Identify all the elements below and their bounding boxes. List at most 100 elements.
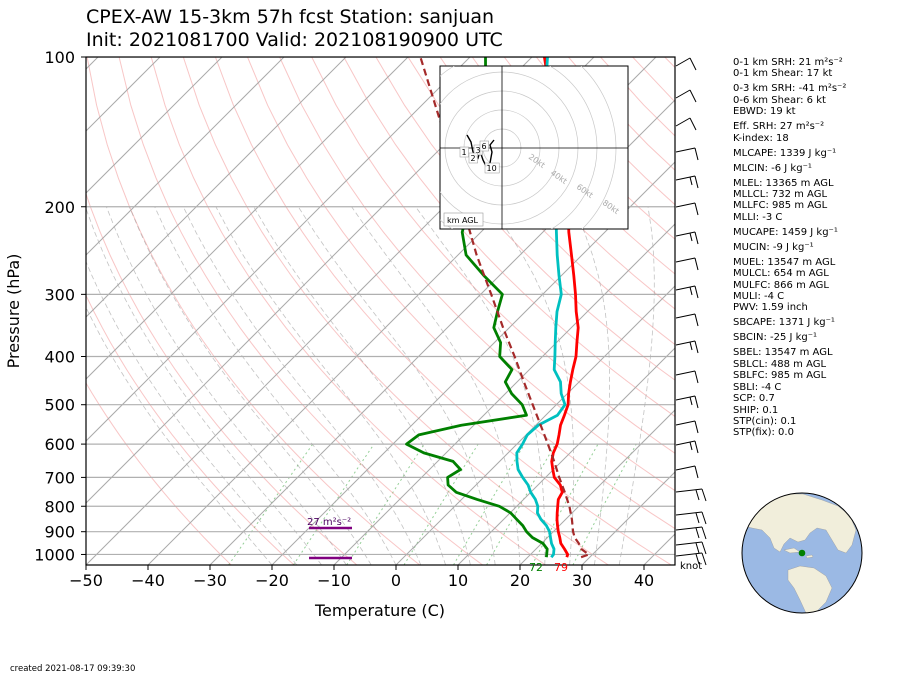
sounding-parameters-panel: 0-1 km SRH: 21 m²s⁻² 0-1 km Shear: 17 kt 0… — [733, 57, 903, 439]
moist-adiabat — [572, 206, 610, 565]
moist-adiabat — [106, 206, 347, 565]
dry-adiabat — [439, 57, 675, 310]
parameter-row: 0-3 km SRH: -41 m²s⁻² — [733, 83, 847, 95]
parameter-row: EBWD: 19 kt — [733, 106, 796, 118]
dry-adiabat — [86, 294, 295, 565]
dry-adiabat — [279, 57, 675, 492]
wind-barb — [675, 420, 699, 434]
mixing-ratio-line — [346, 443, 425, 565]
knot-label: knot — [680, 561, 702, 572]
parameter-row: 0-1 km SRH: 21 m²s⁻² — [733, 57, 843, 68]
isotherm — [86, 57, 347, 318]
mixing-ratio-line — [292, 443, 375, 565]
profile-line-2 — [405, 57, 549, 558]
axes: −50 −40 −30 −20 −10 0 10 20 30 40 100 200 300 400 500 6… — [34, 48, 654, 590]
station-marker — [798, 549, 806, 557]
parameter-row: MLLCL: 732 m AGL — [733, 189, 828, 201]
x-tick-label: −10 — [317, 571, 351, 590]
mixing-ratio-line — [403, 443, 479, 565]
isotherm — [86, 57, 409, 380]
y-tick-label: 1000 — [34, 545, 75, 564]
dry-adiabat — [86, 192, 358, 565]
parameter-row: SCP: 0.7 — [733, 393, 775, 405]
wind-barb — [675, 231, 699, 245]
profile-line-0 — [543, 57, 580, 558]
moist-adiabat — [86, 260, 298, 565]
wind-barb — [675, 175, 699, 189]
isotherm — [581, 471, 675, 565]
parameter-row: MUEL: 13547 m AGL — [733, 256, 836, 268]
y-tick-label: 600 — [44, 435, 75, 454]
isotherm — [209, 99, 675, 565]
hodograph-caption-box — [443, 212, 484, 227]
dry-adiabat — [86, 382, 232, 565]
wind-barb — [675, 541, 707, 555]
surface-temp-label: 79 — [554, 561, 568, 574]
hodograph-height-label: 3 — [476, 146, 481, 155]
wind-barbs — [675, 57, 707, 566]
created-timestamp: created 2021-08-17 09:39:30 — [10, 664, 136, 674]
locator-globe — [741, 492, 863, 614]
parameter-row: SBCAPE: 1371 J kg⁻¹ — [733, 317, 835, 329]
hodograph-height-label: 1 — [462, 148, 467, 157]
parameter-row: SBEL: 13547 m AGL — [733, 347, 833, 359]
wind-barb — [675, 526, 707, 540]
dry-adiabat — [150, 57, 546, 565]
wind-barb — [675, 57, 697, 71]
wind-barb — [675, 117, 697, 131]
parameter-row: STP(cin): 0.1 — [733, 415, 797, 427]
isotherm — [395, 285, 675, 565]
moist-adiabat — [618, 206, 655, 565]
isotherm — [271, 161, 675, 565]
x-tick-label: 0 — [391, 571, 401, 590]
dry-adiabat — [118, 57, 483, 565]
moist-adiabat — [215, 206, 446, 565]
parameter-row: MUCIN: -9 J kg⁻¹ — [733, 241, 814, 253]
moist-adiabat — [490, 206, 575, 565]
moist-adiabat — [297, 206, 496, 565]
parameter-row: MLEL: 13365 m AGL — [733, 177, 834, 189]
wind-barb — [675, 340, 699, 354]
wind-barb — [675, 552, 707, 566]
hodograph-height-label: 6 — [482, 142, 487, 151]
y-tick-label: 900 — [44, 523, 75, 542]
parameter-row: MLLI: -3 C — [733, 211, 783, 223]
parameter-row: MULI: -4 C — [733, 291, 785, 303]
parameter-row: MLCIN: -6 J kg⁻¹ — [733, 162, 812, 174]
parameter-row: MLLFC: 985 m AGL — [733, 200, 828, 212]
parameter-row: PWV: 1.59 inch — [733, 302, 808, 314]
dry-adiabat — [407, 57, 675, 346]
isotherm — [86, 57, 285, 256]
mixing-ratio-line — [572, 443, 637, 565]
x-tick-label: −20 — [255, 571, 289, 590]
y-tick-label: 100 — [44, 48, 75, 67]
wind-barb — [675, 257, 699, 271]
x-tick-label: −40 — [131, 571, 165, 590]
wind-barb — [675, 313, 699, 327]
hodograph-height-label: 2 — [471, 154, 476, 163]
parameter-row: 0-6 km Shear: 6 kt — [733, 94, 826, 106]
chart-title-line1: CPEX-AW 15-3km 57h fcst Station: sanjuan — [86, 6, 494, 28]
moist-adiabat — [351, 206, 521, 565]
wind-barb — [675, 89, 697, 103]
y-axis-label: Pressure (hPa) — [4, 254, 23, 369]
dry-adiabat — [311, 57, 675, 454]
dry-adiabat — [471, 57, 675, 275]
effective-srh-label: 27 m²s⁻² — [307, 517, 351, 528]
moist-adiabat — [154, 206, 397, 565]
isotherm — [86, 57, 223, 194]
isotherm — [457, 347, 675, 565]
y-tick-label: 700 — [44, 468, 75, 487]
x-tick-label: 30 — [572, 571, 592, 590]
parameter-row: MULCL: 654 m AGL — [733, 268, 829, 280]
parameter-row: Eff. SRH: 27 m²s⁻² — [733, 121, 825, 133]
chart-title-line2: Init: 2021081700 Valid: 202108190900 UTC — [86, 29, 503, 51]
y-tick-label: 200 — [44, 198, 75, 217]
x-tick-label: −30 — [193, 571, 227, 590]
wind-barb — [675, 465, 699, 479]
isotherm — [86, 57, 471, 442]
south-america-shape — [787, 565, 833, 613]
parameter-row: STP(fix): 0.0 — [733, 427, 794, 439]
